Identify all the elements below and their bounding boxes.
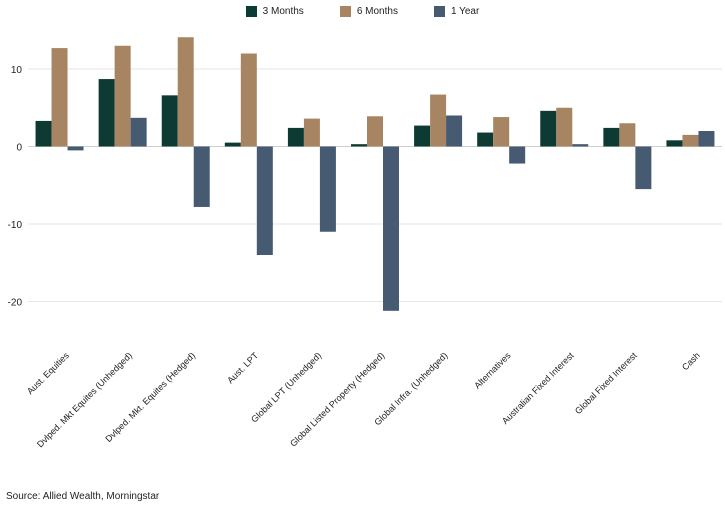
bar-1-year	[193, 146, 210, 207]
bar-1-year	[698, 131, 715, 147]
bar-6-months	[619, 123, 636, 147]
bar-6-months	[303, 118, 320, 147]
x-tick-label: Global LPT (Unhedged)	[249, 350, 323, 424]
bar-1-year	[509, 146, 526, 164]
legend-swatch-1-year	[433, 6, 445, 17]
bar-3-months	[287, 127, 304, 147]
legend-label-3-months: 3 Months	[262, 6, 304, 17]
x-tick-label: Cash	[680, 350, 702, 372]
bar-6-months	[114, 45, 131, 147]
legend-item-1-year: 1 Year	[433, 6, 480, 17]
bar-1-year	[67, 146, 84, 151]
x-tick-label: Global Fixed Interest	[573, 350, 639, 416]
legend-swatch-6-months	[339, 6, 351, 17]
y-tick-label: -20	[8, 298, 23, 309]
y-tick-label: -10	[8, 220, 23, 231]
x-tick-label: Global Infra. (Unhedged)	[372, 350, 449, 427]
bar-6-months	[682, 134, 699, 147]
bar-6-months	[240, 53, 257, 147]
x-tick-label: Aust. Equities	[25, 350, 71, 396]
legend-item-3-months: 3 Months	[245, 6, 304, 17]
bar-3-months	[35, 120, 52, 147]
chart-legend: 3 Months 6 Months 1 Year	[0, 6, 725, 17]
bar-3-months	[603, 127, 620, 147]
y-tick-label: 10	[11, 65, 23, 76]
bar-1-year	[572, 144, 589, 147]
bar-6-months	[493, 117, 510, 147]
legend-label-6-months: 6 Months	[356, 6, 398, 17]
bar-3-months	[540, 110, 557, 147]
y-tick-label: 0	[16, 143, 22, 154]
legend-item-6-months: 6 Months	[339, 6, 398, 17]
bar-6-months	[367, 116, 383, 147]
bar-1-year	[319, 146, 336, 232]
bar-1-year	[130, 117, 147, 147]
bar-3-months	[414, 125, 431, 147]
x-tick-label: Australian Fixed Interest	[500, 350, 576, 426]
bar-1-year	[383, 146, 399, 311]
x-tick-label: Alternatives	[472, 350, 513, 391]
legend-label-1-year: 1 Year	[450, 6, 480, 17]
bar-3-months	[224, 142, 241, 147]
bar-6-months	[51, 48, 68, 147]
x-tick-label: Aust. LPT	[225, 350, 260, 385]
bar-3-months	[477, 132, 494, 147]
bar-1-year	[256, 146, 273, 255]
bar-3-months	[98, 79, 115, 147]
bar-3-months	[161, 95, 178, 147]
bar-1-year	[635, 146, 652, 190]
bar-3-months	[351, 144, 367, 147]
bar-3-months	[666, 140, 683, 147]
legend-swatch-3-months	[245, 6, 257, 17]
bar-6-months	[556, 107, 573, 147]
source-note: Source: Allied Wealth, Morningstar	[6, 491, 160, 502]
bar-1-year	[446, 115, 463, 147]
bar-6-months	[177, 37, 194, 147]
bar-6-months	[430, 94, 447, 147]
